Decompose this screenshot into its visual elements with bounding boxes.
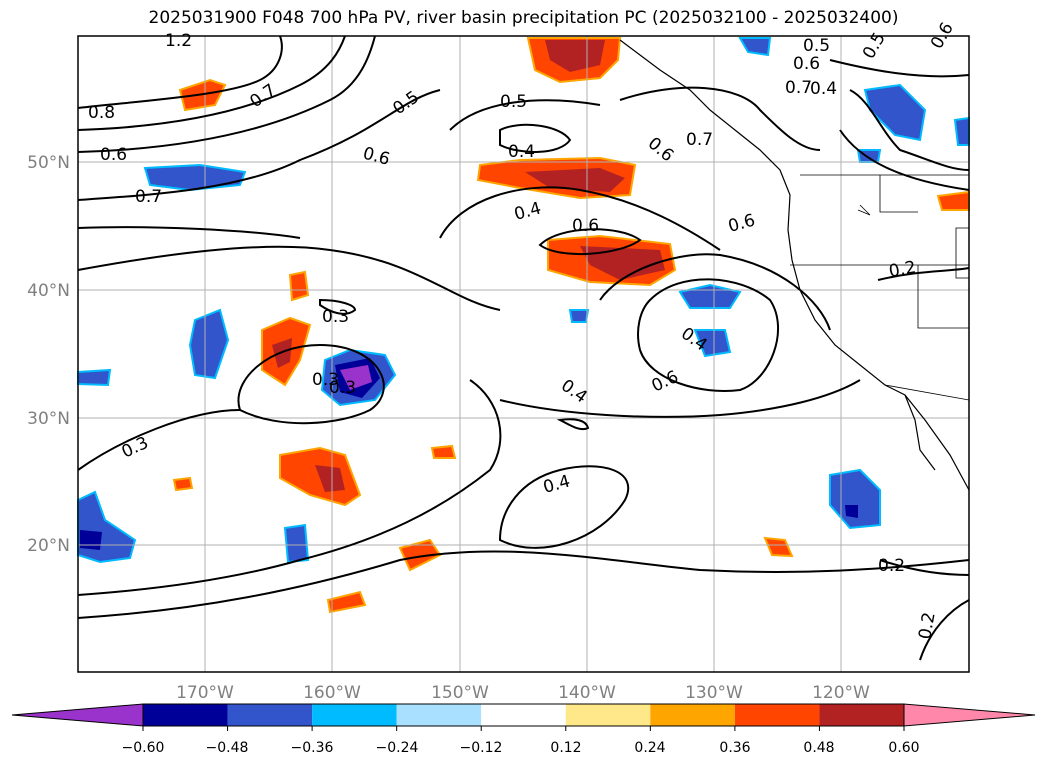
shade-negative <box>188 308 230 380</box>
shade-strong-negative <box>80 530 102 550</box>
pv-contours <box>77 35 970 661</box>
shade-extreme-negative <box>340 365 372 390</box>
colorbar-label: −0.60 <box>122 740 165 756</box>
shade-negative <box>568 309 590 323</box>
colorbar-swatch <box>143 704 228 726</box>
colorbar-label: 0.12 <box>550 740 581 756</box>
map-border <box>77 35 970 673</box>
shade-positive <box>763 536 794 558</box>
shade-negative <box>678 283 742 309</box>
shade-strong-positive <box>580 246 665 280</box>
colorbar-swatch <box>734 704 820 726</box>
colorbar-label: −0.24 <box>376 740 419 756</box>
colorbar-extend-min <box>11 703 144 727</box>
colorbar-swatch <box>227 704 313 726</box>
contour-label: 0.8 <box>88 103 115 123</box>
colorbar-swatch <box>650 704 735 726</box>
colorbar-labels: −0.60 −0.48 −0.36 −0.24 −0.12 0.12 0.24 … <box>122 740 920 756</box>
graticule <box>78 36 969 672</box>
shade-positive <box>430 444 457 459</box>
colorbar-swatch <box>312 704 397 726</box>
shade-negative <box>953 116 970 146</box>
shade-positive <box>936 190 970 211</box>
shade-strong-positive <box>315 465 345 492</box>
contour-label: 0.5 <box>500 92 527 112</box>
colorbar-label: 0.60 <box>888 740 919 756</box>
contour-label: 0.3 <box>312 370 339 390</box>
shade-negative <box>143 163 247 192</box>
shade-negative <box>77 368 112 387</box>
shade-negative <box>693 329 732 358</box>
contour-label: 0.2 <box>878 556 905 576</box>
contour-label: 0.4 <box>508 142 535 162</box>
contour-label: 0.3 <box>322 307 349 327</box>
colorbar-swatch <box>396 704 482 726</box>
lon-label: 130°W <box>685 683 743 703</box>
shade-positive <box>326 590 367 614</box>
contour-label: 0.6 <box>793 54 820 74</box>
shade-positive <box>288 270 310 302</box>
contour-label: 0.7 <box>135 187 162 207</box>
colorbar-label: −0.48 <box>206 740 249 756</box>
contour-label: 0.4 <box>810 79 837 99</box>
colorbar-swatch <box>819 704 904 726</box>
contour-label: 0.6 <box>100 145 127 165</box>
contour-label: 0.6 <box>572 216 599 236</box>
contour-label: 0.2 <box>887 258 917 282</box>
colorbar-label: 0.36 <box>719 740 750 756</box>
colorbar-label: 0.24 <box>634 740 665 756</box>
lat-label: 20°N <box>27 536 70 556</box>
precip-shading <box>77 37 970 614</box>
coastlines <box>619 39 970 491</box>
contour-label: 0.3 <box>329 378 356 398</box>
shade-strong-positive <box>525 168 625 192</box>
lon-labels: 170°W 160°W 150°W 140°W 130°W 120°W <box>176 683 870 703</box>
lon-label: 140°W <box>558 683 616 703</box>
contour-label: 0.7 <box>686 130 713 150</box>
colorbar-label: −0.36 <box>291 740 334 756</box>
colorbar-swatch <box>481 704 566 726</box>
lon-label: 150°W <box>431 683 489 703</box>
contour-label: 0.5 <box>803 36 830 56</box>
shade-negative <box>738 37 772 57</box>
map-background <box>78 36 969 672</box>
map-title: 2025031900 F048 700 hPa PV, river basin … <box>148 8 899 28</box>
shade-negative <box>829 468 881 530</box>
lat-label: 50°N <box>27 153 70 173</box>
contour-label: 0.2 <box>915 611 939 641</box>
lon-label: 120°W <box>812 683 870 703</box>
colorbar-label: −0.12 <box>460 740 503 756</box>
colorbar-swatch <box>565 704 651 726</box>
lat-labels: 50°N 40°N 30°N 20°N <box>27 153 70 556</box>
colorbar <box>11 703 1036 731</box>
lon-label: 160°W <box>303 683 361 703</box>
colorbar-extend-max <box>903 703 1036 727</box>
contour-label: 1.2 <box>165 31 192 51</box>
lat-label: 30°N <box>27 409 70 429</box>
shade-strong-negative <box>845 505 858 518</box>
lat-label: 40°N <box>27 281 70 301</box>
shade-negative <box>283 523 310 564</box>
contour-label: 0.7 <box>785 78 812 98</box>
lon-label: 170°W <box>176 683 234 703</box>
colorbar-label: 0.48 <box>803 740 834 756</box>
shade-positive <box>172 476 194 492</box>
colorbar-outline <box>142 703 905 727</box>
shade-strong-positive <box>545 40 605 72</box>
